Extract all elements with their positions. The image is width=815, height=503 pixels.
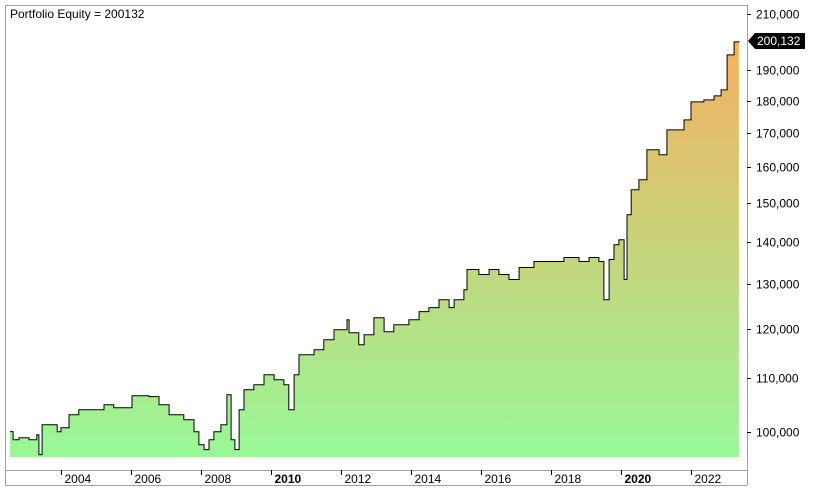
chart-title: Portfolio Equity = 200132 (10, 7, 145, 21)
x-tick-label: 2020 (625, 472, 652, 486)
x-tick-label: 2016 (485, 472, 512, 486)
y-tick-label: 150,000 (756, 197, 800, 211)
y-tick-label: 160,000 (756, 161, 800, 175)
x-tick-label: 2004 (65, 472, 92, 486)
x-tick-label: 2012 (345, 472, 372, 486)
y-tick-label: 170,000 (756, 127, 800, 141)
y-tick-label: 190,000 (756, 64, 800, 78)
x-tick-label: 2010 (275, 472, 302, 486)
y-tick-label: 100,000 (756, 426, 800, 440)
y-tick-label: 110,000 (756, 372, 799, 386)
x-tick-label: 2014 (415, 472, 442, 486)
y-tick-label: 210,000 (756, 8, 800, 22)
equity-area (9, 41, 739, 457)
last-value-label: 200,132 (757, 34, 801, 48)
last-value-tag (748, 33, 805, 49)
y-tick-label: 180,000 (756, 95, 800, 109)
y-tick-label: 120,000 (756, 323, 800, 337)
x-tick-label: 2022 (695, 472, 722, 486)
y-tick-label: 140,000 (756, 236, 800, 250)
x-tick-label: 2008 (205, 472, 232, 486)
x-tick-label: 2006 (135, 472, 162, 486)
y-tick-label: 130,000 (756, 278, 800, 292)
plot-frame (5, 5, 748, 471)
x-tick-label: 2018 (555, 472, 582, 486)
equity-line (9, 41, 740, 456)
